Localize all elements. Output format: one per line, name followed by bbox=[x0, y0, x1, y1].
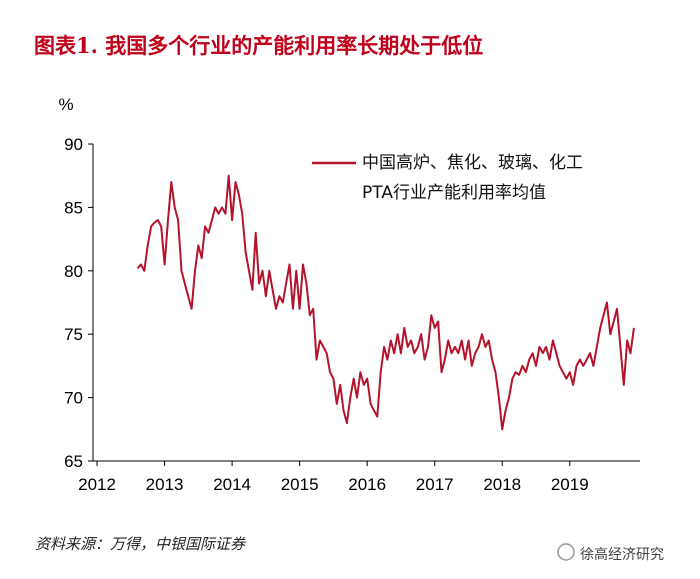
y-tick-label: 65 bbox=[64, 452, 83, 471]
x-tick-label: 2017 bbox=[416, 475, 454, 494]
chart-title: 图表1. 我国多个行业的产能利用率长期处于低位 bbox=[34, 33, 484, 58]
y-tick-label: 70 bbox=[64, 389, 83, 408]
x-tick-label: 2015 bbox=[281, 475, 319, 494]
watermark-icon bbox=[557, 543, 575, 561]
x-tick-label: 2018 bbox=[483, 475, 521, 494]
watermark: 徐高经济研究 bbox=[580, 547, 664, 563]
series-line bbox=[136, 174, 635, 431]
y-tick-label: 80 bbox=[64, 262, 83, 281]
source-note: 资料来源：万得，中银国际证券 bbox=[35, 535, 246, 553]
x-tick-label: 2012 bbox=[78, 475, 116, 494]
y-tick-label: 75 bbox=[64, 325, 83, 344]
y-tick-label: 90 bbox=[64, 135, 83, 154]
x-tick-label: 2019 bbox=[551, 475, 589, 494]
x-tick-label: 2016 bbox=[348, 475, 386, 494]
x-tick-label: 2013 bbox=[146, 475, 184, 494]
y-tick-label: 85 bbox=[64, 198, 83, 217]
y-axis-label: % bbox=[58, 95, 73, 114]
legend-label: 中国高炉、焦化、玻璃、化工PTA行业产能利用率均值 bbox=[362, 153, 583, 203]
x-tick-label: 2014 bbox=[213, 475, 251, 494]
